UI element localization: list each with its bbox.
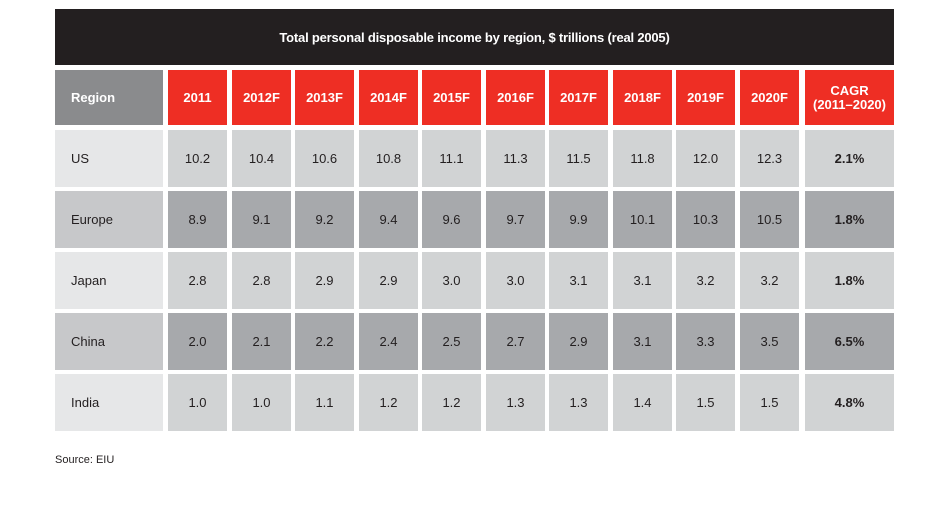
header-year: 2019F: [676, 70, 735, 125]
value-cell: 2.7: [486, 313, 545, 370]
value-cell: 3.3: [676, 313, 735, 370]
value-cell: 2.8: [168, 252, 227, 309]
cagr-cell: 4.8%: [805, 374, 894, 431]
value-cell: 12.0: [676, 130, 735, 187]
value-cell: 9.6: [422, 191, 481, 248]
value-cell: 9.2: [295, 191, 354, 248]
value-cell: 10.2: [168, 130, 227, 187]
cagr-cell: 1.8%: [805, 252, 894, 309]
header-year: 2011: [168, 70, 227, 125]
header-year: 2013F: [295, 70, 354, 125]
value-cell: 10.4: [232, 130, 291, 187]
value-cell: 1.3: [549, 374, 608, 431]
header-year: 2020F: [740, 70, 799, 125]
value-cell: 2.0: [168, 313, 227, 370]
value-cell: 1.1: [295, 374, 354, 431]
value-cell: 9.1: [232, 191, 291, 248]
value-cell: 3.0: [422, 252, 481, 309]
header-cagr-period: (2011–2020): [812, 96, 886, 112]
header-cagr-label: CAGR: [830, 82, 869, 98]
value-cell: 11.3: [486, 130, 545, 187]
value-cell: 1.0: [168, 374, 227, 431]
value-cell: 3.1: [613, 313, 672, 370]
value-cell: 9.9: [549, 191, 608, 248]
value-cell: 1.4: [613, 374, 672, 431]
value-cell: 1.2: [422, 374, 481, 431]
value-cell: 10.8: [359, 130, 418, 187]
value-cell: 10.3: [676, 191, 735, 248]
table-title: Total personal disposable income by regi…: [55, 9, 894, 65]
cagr-cell: 6.5%: [805, 313, 894, 370]
row-region-label: US: [55, 130, 163, 187]
row-region-label: India: [55, 374, 163, 431]
value-cell: 10.6: [295, 130, 354, 187]
value-cell: 1.3: [486, 374, 545, 431]
header-year: 2012F: [232, 70, 291, 125]
source-note: Source: EIU: [55, 454, 115, 466]
value-cell: 1.5: [740, 374, 799, 431]
cagr-cell: 1.8%: [805, 191, 894, 248]
value-cell: 9.7: [486, 191, 545, 248]
value-cell: 2.9: [549, 313, 608, 370]
value-cell: 1.0: [232, 374, 291, 431]
header-region: Region: [55, 70, 163, 125]
value-cell: 2.4: [359, 313, 418, 370]
row-region-label: Europe: [55, 191, 163, 248]
value-cell: 3.1: [613, 252, 672, 309]
value-cell: 11.5: [549, 130, 608, 187]
row-region-label: Japan: [55, 252, 163, 309]
value-cell: 3.2: [740, 252, 799, 309]
value-cell: 2.9: [295, 252, 354, 309]
value-cell: 11.8: [613, 130, 672, 187]
value-cell: 1.5: [676, 374, 735, 431]
value-cell: 11.1: [422, 130, 481, 187]
value-cell: 2.5: [422, 313, 481, 370]
header-year: 2014F: [359, 70, 418, 125]
value-cell: 2.1: [232, 313, 291, 370]
cagr-cell: 2.1%: [805, 130, 894, 187]
value-cell: 1.2: [359, 374, 418, 431]
value-cell: 12.3: [740, 130, 799, 187]
value-cell: 10.5: [740, 191, 799, 248]
value-cell: 2.8: [232, 252, 291, 309]
header-year: 2018F: [613, 70, 672, 125]
value-cell: 9.4: [359, 191, 418, 248]
header-year: 2015F: [422, 70, 481, 125]
header-cagr: CAGR (2011–2020): [805, 70, 894, 125]
value-cell: 3.1: [549, 252, 608, 309]
value-cell: 2.9: [359, 252, 418, 309]
value-cell: 2.2: [295, 313, 354, 370]
value-cell: 3.0: [486, 252, 545, 309]
row-region-label: China: [55, 313, 163, 370]
value-cell: 10.1: [613, 191, 672, 248]
header-year: 2016F: [486, 70, 545, 125]
value-cell: 8.9: [168, 191, 227, 248]
value-cell: 3.5: [740, 313, 799, 370]
value-cell: 3.2: [676, 252, 735, 309]
header-year: 2017F: [549, 70, 608, 125]
